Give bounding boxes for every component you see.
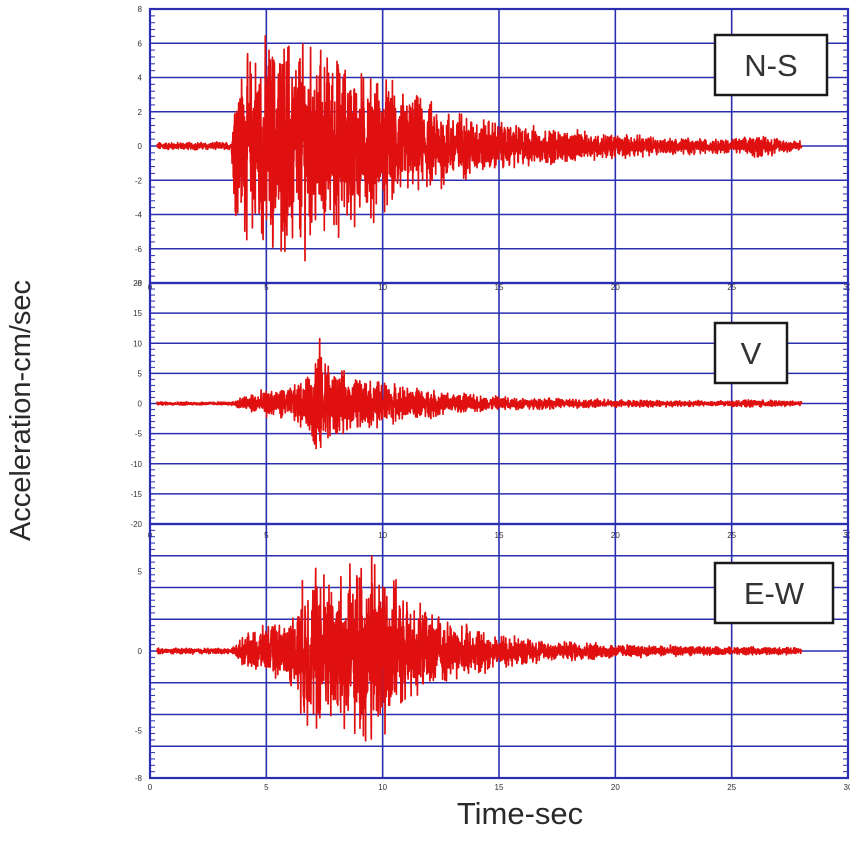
component-label: V bbox=[741, 336, 762, 371]
seismic-trace bbox=[156, 555, 803, 742]
panel-frame bbox=[148, 522, 850, 780]
component-label-box bbox=[713, 561, 835, 625]
y-tick-label: 10 bbox=[133, 339, 142, 348]
x-tick-label: 10 bbox=[378, 783, 387, 792]
y-tick-label: -20 bbox=[130, 520, 142, 529]
x-tick-label: 30 bbox=[844, 531, 850, 540]
y-tick-label: 0 bbox=[138, 142, 143, 151]
component-label-box bbox=[713, 321, 789, 385]
y-tick-label: -5 bbox=[135, 726, 143, 735]
y-tick-label: -15 bbox=[130, 490, 142, 499]
x-tick-label: 0 bbox=[148, 783, 153, 792]
y-tick-label: 5 bbox=[138, 568, 143, 577]
y-tick-label: -8 bbox=[135, 774, 143, 783]
y-tick-label: 0 bbox=[138, 400, 143, 409]
y-tick-label: -4 bbox=[135, 211, 143, 220]
y-tick-label: 0 bbox=[138, 647, 143, 656]
component-label: E-W bbox=[744, 576, 805, 611]
y-tick-label: -5 bbox=[135, 430, 143, 439]
x-tick-label: 15 bbox=[495, 783, 504, 792]
seismic-trace bbox=[156, 337, 803, 450]
y-tick-label: -8 bbox=[135, 279, 143, 288]
y-tick-label: 6 bbox=[138, 39, 143, 48]
component-label-box bbox=[713, 33, 829, 97]
y-tick-label: 15 bbox=[133, 309, 142, 318]
x-axis-title: Time-sec bbox=[456, 796, 584, 831]
x-tick-label: 30 bbox=[844, 283, 850, 292]
y-axis-title: Acceleration-cm/sec bbox=[4, 150, 40, 670]
x-tick-label: 20 bbox=[611, 783, 620, 792]
y-tick-label: 5 bbox=[138, 369, 143, 378]
component-label: N-S bbox=[744, 48, 797, 83]
y-tick-label: -2 bbox=[135, 176, 143, 185]
y-tick-label: -6 bbox=[135, 245, 143, 254]
y-tick-label: 4 bbox=[138, 74, 143, 83]
x-tick-label: 25 bbox=[727, 783, 736, 792]
seismic-trace bbox=[156, 34, 803, 262]
y-tick-label: 20 bbox=[133, 279, 142, 288]
y-axis-title-text: Acceleration-cm/sec bbox=[5, 279, 38, 541]
y-tick-label: 2 bbox=[138, 108, 143, 117]
y-tick-label: -10 bbox=[130, 460, 142, 469]
y-tick-label: 8 bbox=[138, 5, 143, 14]
x-tick-label: 30 bbox=[844, 783, 850, 792]
x-tick-label: 5 bbox=[264, 783, 269, 792]
